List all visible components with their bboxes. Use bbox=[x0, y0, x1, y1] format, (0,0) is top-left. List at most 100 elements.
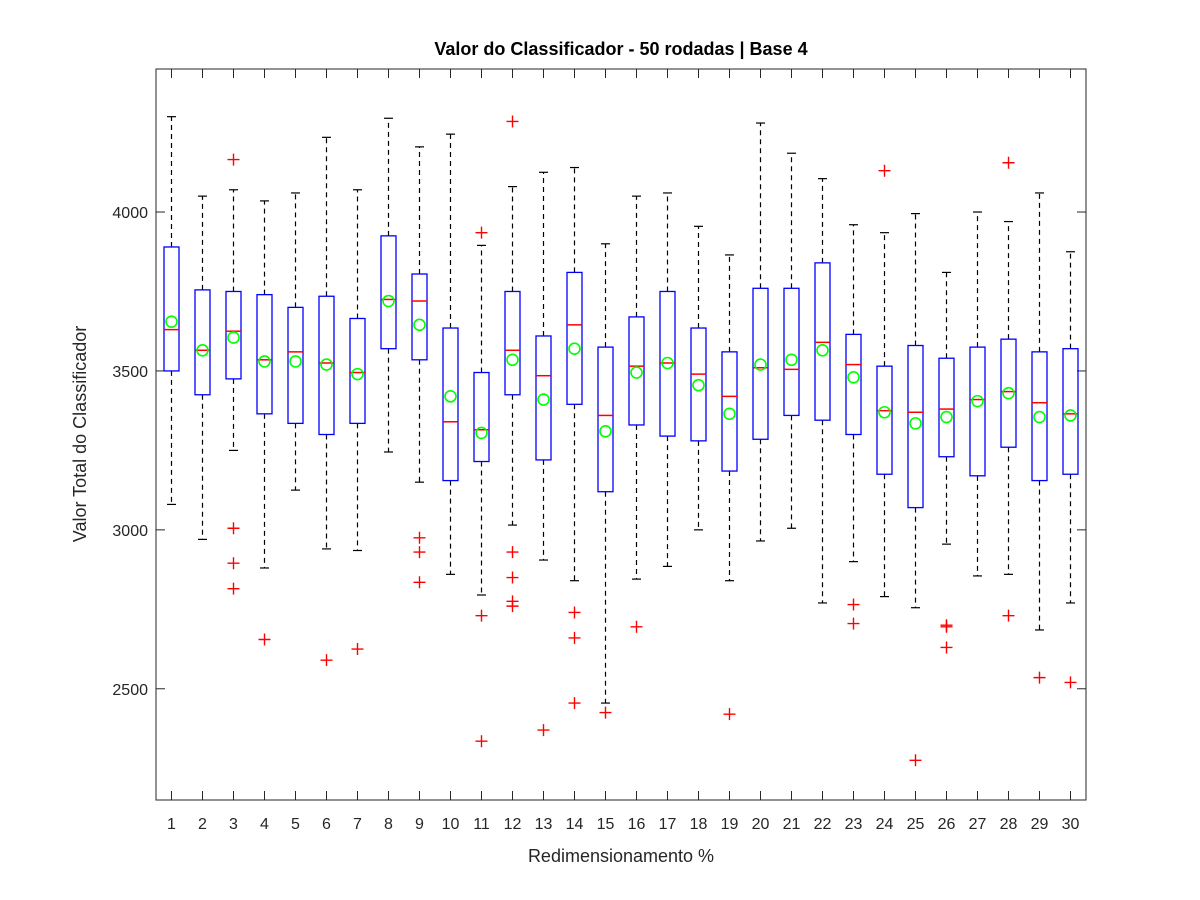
outlier-marker bbox=[847, 617, 860, 630]
x-tick-label: 9 bbox=[415, 816, 424, 833]
box-iqr bbox=[1000, 338, 1017, 448]
outlier-marker bbox=[568, 631, 581, 644]
box-iqr bbox=[876, 365, 893, 475]
mean-marker bbox=[754, 358, 767, 371]
box-iqr bbox=[256, 294, 273, 415]
x-tick-label: 26 bbox=[938, 816, 956, 833]
x-tick-label: 30 bbox=[1062, 816, 1080, 833]
outlier-marker bbox=[630, 620, 643, 633]
x-tick-label: 12 bbox=[504, 816, 522, 833]
outlier-marker bbox=[227, 557, 240, 570]
box-iqr bbox=[287, 306, 304, 425]
box-iqr bbox=[752, 287, 769, 440]
mean-marker bbox=[599, 425, 612, 438]
box-iqr bbox=[380, 235, 397, 350]
x-tick-label: 1 bbox=[167, 816, 176, 833]
x-tick-label: 13 bbox=[535, 816, 553, 833]
mean-marker bbox=[847, 370, 860, 384]
outlier-marker bbox=[723, 708, 736, 721]
mean-marker bbox=[165, 315, 178, 328]
box-iqr bbox=[163, 246, 180, 372]
outlier-marker bbox=[227, 522, 240, 535]
mean-marker bbox=[413, 318, 426, 332]
box-iqr bbox=[535, 335, 552, 461]
outlier-marker bbox=[413, 546, 426, 559]
x-tick-label: 5 bbox=[291, 816, 300, 833]
box-iqr bbox=[969, 346, 986, 477]
mean-marker bbox=[351, 367, 364, 381]
x-tick-label: 11 bbox=[473, 816, 490, 833]
box-iqr bbox=[194, 289, 211, 396]
outlier-marker bbox=[599, 706, 612, 719]
outlier-marker bbox=[847, 598, 860, 611]
outlier-marker bbox=[1033, 671, 1046, 684]
mean-marker bbox=[382, 294, 395, 308]
outlier-marker bbox=[351, 643, 364, 656]
mean-marker bbox=[289, 355, 302, 368]
mean-marker bbox=[909, 417, 922, 430]
mean-marker bbox=[1002, 386, 1015, 400]
y-tick-label: 4000 bbox=[112, 205, 148, 222]
mean-marker bbox=[258, 355, 271, 368]
box-iqr bbox=[907, 344, 924, 509]
outlier-marker bbox=[940, 620, 953, 633]
axes-box bbox=[155, 68, 1087, 801]
outlier-marker bbox=[878, 164, 891, 177]
chart-title: Valor do Classificador - 50 rodadas | Ba… bbox=[434, 39, 807, 59]
mean-marker bbox=[661, 356, 674, 370]
mean-marker bbox=[506, 353, 519, 367]
box-iqr bbox=[845, 333, 862, 436]
x-tick-label: 22 bbox=[814, 816, 832, 833]
x-tick-label: 4 bbox=[260, 816, 269, 833]
mean-marker bbox=[537, 393, 550, 406]
x-tick-label: 17 bbox=[659, 816, 677, 833]
y-tick-label: 2500 bbox=[112, 682, 148, 699]
x-tick-label: 15 bbox=[597, 816, 615, 833]
y-axis-label: Valor Total do Classificador bbox=[70, 326, 90, 542]
outlier-marker bbox=[568, 606, 581, 619]
box-iqr bbox=[225, 290, 242, 380]
outlier-marker bbox=[1002, 609, 1015, 622]
x-tick-label: 20 bbox=[752, 816, 770, 833]
outlier-marker bbox=[506, 546, 519, 559]
box-iqr bbox=[1062, 348, 1079, 475]
x-tick-label: 25 bbox=[907, 816, 925, 833]
x-tick-label: 24 bbox=[876, 816, 894, 833]
box-iqr bbox=[318, 295, 335, 436]
box-iqr bbox=[597, 346, 614, 493]
mean-marker bbox=[475, 426, 488, 440]
x-tick-label: 2 bbox=[198, 816, 207, 833]
box-iqr bbox=[349, 317, 366, 425]
mean-marker bbox=[1033, 410, 1046, 424]
outlier-marker bbox=[1002, 156, 1015, 169]
x-tick-label: 3 bbox=[229, 816, 238, 833]
outlier-marker bbox=[506, 600, 519, 613]
mean-marker bbox=[444, 390, 457, 403]
outlier-marker bbox=[537, 724, 550, 737]
outlier-marker bbox=[506, 115, 519, 128]
y-tick-label: 3000 bbox=[112, 523, 148, 540]
outlier-marker bbox=[320, 654, 333, 667]
mean-marker bbox=[630, 366, 643, 379]
x-tick-label: 28 bbox=[1000, 816, 1018, 833]
outlier-marker bbox=[1064, 676, 1077, 689]
box-iqr bbox=[721, 351, 738, 472]
mean-marker bbox=[196, 343, 209, 357]
x-tick-label: 21 bbox=[783, 816, 801, 833]
box-iqr bbox=[473, 371, 490, 463]
mean-marker bbox=[878, 405, 891, 419]
x-tick-label: 14 bbox=[566, 816, 584, 833]
outlier-marker bbox=[568, 697, 581, 710]
mean-marker bbox=[568, 342, 581, 355]
outlier-marker bbox=[227, 582, 240, 595]
mean-marker bbox=[940, 410, 953, 424]
mean-marker bbox=[227, 331, 240, 344]
box-iqr bbox=[938, 357, 955, 458]
mean-marker bbox=[1064, 409, 1077, 422]
box-iqr bbox=[659, 290, 676, 437]
outlier-marker bbox=[506, 571, 519, 584]
y-tick-label: 3500 bbox=[112, 364, 148, 381]
outlier-marker bbox=[475, 609, 488, 622]
